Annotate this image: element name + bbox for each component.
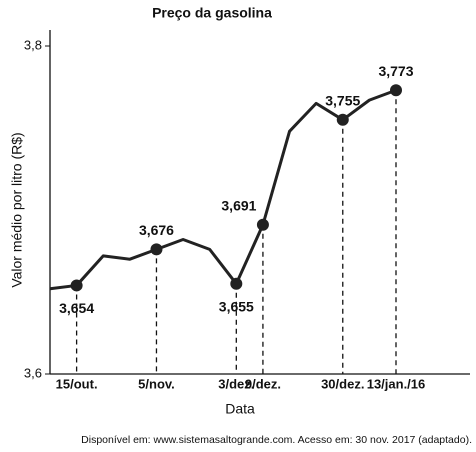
point [336,113,349,126]
point [230,277,243,290]
y-tick-label: 3,8 [24,37,42,52]
x-tick-label: 5/nov. [138,376,175,391]
source: Disponível em: www.sistemasaltogrande.co… [81,434,472,446]
x-tick-label: 13/jan./16 [367,376,426,391]
value-label: 3,755 [325,93,360,109]
x-axis-label: Data [225,401,255,417]
x-tick-label: 9/dez. [245,376,281,391]
value-label: 3,654 [59,300,94,316]
y-tick-label: 3,6 [24,365,42,380]
value-label: 3,676 [139,222,174,238]
value-label: 3,655 [219,299,254,315]
point [150,243,163,256]
chart-title: Preço da gasolina [152,5,272,21]
y-axis-label: Valor médio por litro (R$) [9,132,25,287]
value-label: 3,691 [221,197,256,213]
x-tick-label: 15/out. [56,376,98,391]
point [390,84,402,97]
point [256,218,269,231]
x-tick-label: 3/dez. [218,376,254,391]
x-tick-label: 30/dez. [321,376,364,391]
value-label: 3,773 [378,63,413,79]
point [70,279,83,292]
